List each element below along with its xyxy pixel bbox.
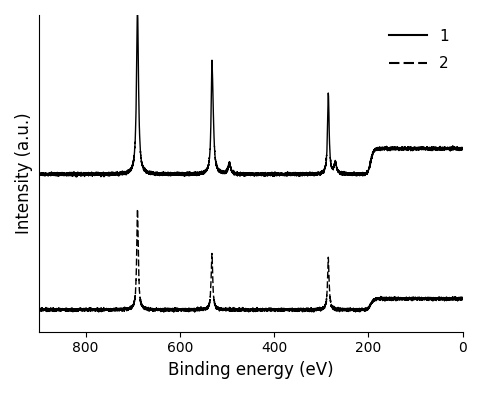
Legend: 1, 2: 1, 2: [383, 22, 455, 77]
X-axis label: Binding energy (eV): Binding energy (eV): [168, 361, 334, 379]
Y-axis label: Intensity (a.u.): Intensity (a.u.): [15, 113, 33, 234]
